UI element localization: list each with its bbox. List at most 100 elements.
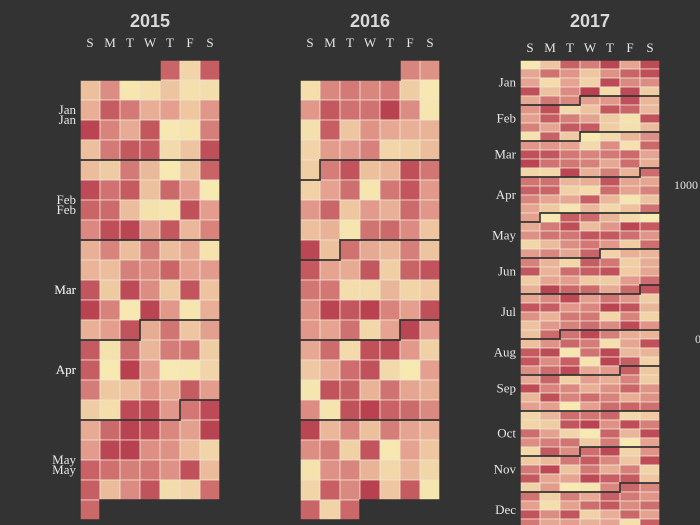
day-cell (579, 194, 601, 205)
day-cell (179, 279, 201, 301)
day-cell (119, 439, 141, 461)
day-cell (179, 199, 201, 221)
day-cell (579, 320, 601, 331)
day-cell (559, 365, 581, 376)
day-cell (599, 491, 621, 502)
day-cell (99, 99, 121, 121)
month-label: Dec (495, 502, 516, 517)
day-cell (539, 131, 561, 142)
legend-tick-max: 1000 (674, 178, 698, 192)
day-cell (619, 464, 641, 475)
day-cell (379, 319, 401, 341)
day-cell (519, 383, 541, 394)
day-cell (79, 439, 101, 461)
day-cell (579, 140, 601, 151)
day-cell (559, 410, 581, 421)
month-label: Nov (494, 462, 517, 477)
day-cell (559, 401, 581, 412)
day-cell (579, 428, 601, 439)
day-cell (99, 419, 121, 441)
day-cell (539, 176, 561, 187)
day-cell (559, 392, 581, 403)
day-cell (159, 419, 181, 441)
day-cell (159, 199, 181, 221)
day-cell (539, 284, 561, 295)
day-cell (399, 459, 421, 481)
month-label: Feb (497, 111, 517, 126)
day-cell (79, 339, 101, 361)
day-cell (539, 275, 561, 286)
day-cell (579, 113, 601, 124)
day-cell (339, 139, 361, 161)
weekday-label: T (566, 40, 574, 55)
day-cell (299, 359, 321, 381)
day-cell (359, 319, 381, 341)
day-cell (639, 140, 661, 151)
day-cell (619, 239, 641, 250)
day-cell (639, 212, 661, 223)
day-cell (639, 446, 661, 457)
day-cell (199, 139, 221, 161)
day-cell (339, 119, 361, 141)
day-cell (579, 473, 601, 484)
day-cell (559, 140, 581, 151)
day-cell (319, 79, 341, 101)
day-cell (619, 113, 641, 124)
day-cell (339, 99, 361, 121)
day-cell (559, 131, 581, 142)
day-cell (639, 248, 661, 259)
day-cell (99, 119, 121, 141)
day-cell (519, 68, 541, 79)
day-cell (139, 279, 161, 301)
day-cell (359, 239, 381, 261)
day-cell (639, 167, 661, 178)
day-cell (559, 428, 581, 439)
day-cell (159, 459, 181, 481)
day-cell (619, 410, 641, 421)
day-cell (559, 347, 581, 358)
weekday-label: S (86, 35, 93, 50)
day-cell (599, 185, 621, 196)
day-cell (419, 159, 441, 181)
day-cell (419, 339, 441, 361)
day-cell (539, 221, 561, 232)
day-cell (559, 455, 581, 466)
day-cell (579, 491, 601, 502)
day-cell (559, 176, 581, 187)
day-cell (599, 95, 621, 106)
day-cell (639, 176, 661, 187)
day-cell (619, 500, 641, 511)
day-cell (199, 339, 221, 361)
day-cell (619, 302, 641, 313)
day-cell (139, 419, 161, 441)
day-cell (159, 299, 181, 321)
day-cell (419, 399, 441, 421)
day-cell (539, 203, 561, 214)
day-cell (539, 95, 561, 106)
day-cell (519, 392, 541, 403)
day-cell (379, 299, 401, 321)
day-cell (579, 509, 601, 520)
day-cell (419, 179, 441, 201)
day-cell (539, 68, 561, 79)
day-cell (379, 399, 401, 421)
day-cell (519, 158, 541, 169)
day-cell (559, 95, 581, 106)
day-cell (359, 479, 381, 501)
day-cell (159, 339, 181, 361)
day-cell (519, 347, 541, 358)
day-cell (639, 329, 661, 340)
day-cell (579, 293, 601, 304)
day-cell (199, 239, 221, 261)
day-cell (319, 359, 341, 381)
weekday-label: S (646, 40, 653, 55)
day-cell (299, 139, 321, 161)
day-cell (559, 185, 581, 196)
day-cell (99, 79, 121, 101)
day-cell (339, 499, 361, 521)
day-cell (99, 219, 121, 241)
day-cell (519, 140, 541, 151)
day-cell (519, 176, 541, 187)
day-cell (639, 104, 661, 115)
day-cell (339, 319, 361, 341)
